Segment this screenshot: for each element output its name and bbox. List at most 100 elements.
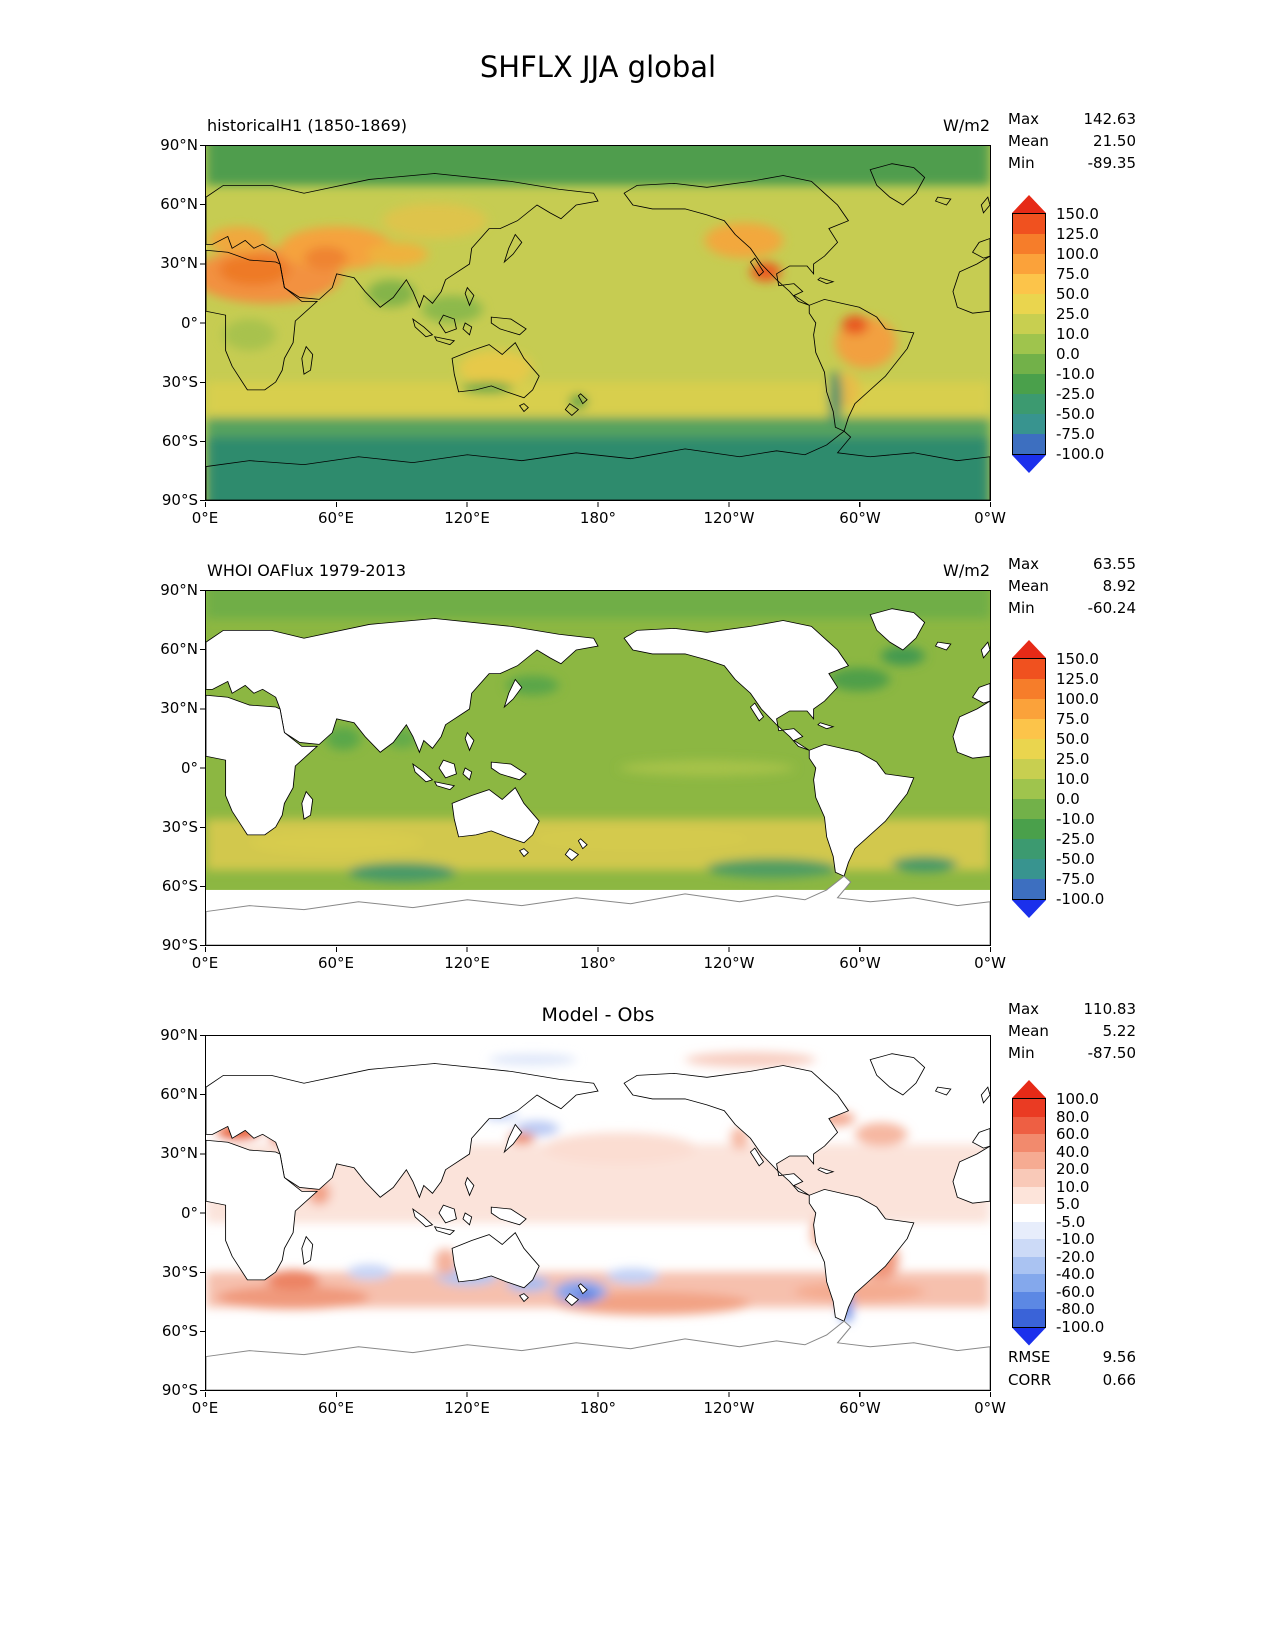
stat-row: CORR 0.66	[1008, 1369, 1136, 1392]
colorbar-cell	[1013, 799, 1045, 819]
colorbar-cells	[1012, 213, 1046, 455]
stat-value: 21.50	[1093, 132, 1136, 150]
stat-row: Min -60.24	[1008, 597, 1136, 619]
colorbar-cell	[1013, 334, 1045, 354]
y-tick-label: 60°N	[160, 195, 198, 213]
colorbar-tick-label: -75.0	[1056, 870, 1095, 888]
colorbar-tick-label: 125.0	[1056, 225, 1099, 243]
colorbar-tick-label: 0.0	[1056, 790, 1080, 808]
stat-label: RMSE	[1008, 1348, 1051, 1366]
colorbar-cell	[1013, 1186, 1045, 1204]
y-tick-label: 30°S	[161, 1263, 198, 1281]
colorbar-tick-label: 75.0	[1056, 265, 1090, 283]
y-tick-label: 60°S	[161, 877, 198, 895]
colorbar-tick-label: 25.0	[1056, 750, 1090, 768]
colorbar-tick-label: 10.0	[1056, 770, 1090, 788]
x-tick-label: 0°E	[191, 954, 219, 972]
diff-map-plot	[206, 1036, 990, 1390]
colorbar-cell	[1013, 1274, 1045, 1292]
colorbar-cell	[1013, 354, 1045, 374]
stat-row: Mean 8.92	[1008, 575, 1136, 597]
y-tick-label: 60°N	[160, 1085, 198, 1103]
x-tick-label: 120°E	[444, 509, 490, 527]
obs-map-plot	[206, 591, 990, 945]
x-tick-label: 0°W	[974, 509, 1006, 527]
panel2-x-ticks	[205, 947, 991, 952]
colorbar-tick-label: -100.0	[1056, 1317, 1105, 1336]
stat-value: 63.55	[1093, 555, 1136, 573]
stat-value: 8.92	[1102, 577, 1136, 595]
colorbar-cell	[1013, 1204, 1045, 1222]
y-tick-label: 0°	[180, 759, 198, 777]
colorbar-cell	[1013, 679, 1045, 699]
colorbar-tick-label: 25.0	[1056, 305, 1090, 323]
x-tick-label: 120°E	[444, 954, 490, 972]
colorbar-cell	[1013, 1116, 1045, 1134]
y-tick-label: 30°N	[160, 699, 198, 717]
colorbar-cell	[1013, 739, 1045, 759]
colorbar-cell	[1013, 719, 1045, 739]
x-tick-label: 120°W	[703, 1399, 755, 1417]
stat-value: 9.56	[1102, 1348, 1136, 1366]
colorbar-cell	[1013, 1169, 1045, 1187]
colorbar-arrow-up	[1012, 640, 1046, 658]
x-tick-label: 180°	[579, 954, 617, 972]
colorbar-tick-label: -100.0	[1056, 445, 1105, 463]
colorbar-tick-label: 0.0	[1056, 345, 1080, 363]
colorbar-tick-label: 50.0	[1056, 285, 1090, 303]
colorbar-cell	[1013, 1151, 1045, 1169]
colorbar-tick-label: -25.0	[1056, 830, 1095, 848]
model-map-plot	[206, 146, 990, 500]
panel1-map	[205, 145, 991, 501]
stat-label: Max	[1008, 555, 1040, 573]
stat-label: Min	[1008, 154, 1035, 172]
colorbar-tick-label: 100.0	[1056, 245, 1099, 263]
stat-value: -87.50	[1087, 1044, 1136, 1062]
y-tick-label: 90°S	[161, 936, 198, 954]
colorbar-tick-label: -100.0	[1056, 890, 1105, 908]
x-tick-label: 120°W	[703, 954, 755, 972]
colorbar-arrow-up	[1012, 1080, 1046, 1098]
y-tick-label: 90°S	[161, 491, 198, 509]
colorbar-cell	[1013, 234, 1045, 254]
stat-row: Mean 21.50	[1008, 130, 1136, 152]
colorbar-tick-label: 80.0	[1056, 1107, 1090, 1126]
colorbar-tick-label: 50.0	[1056, 730, 1090, 748]
colorbar-tick-label: 75.0	[1056, 710, 1090, 728]
panel3-stats: Max 110.83 Mean 5.22 Min -87.50	[1008, 998, 1136, 1064]
panel2-y-ticks	[200, 590, 205, 946]
colorbar-cell	[1013, 1099, 1045, 1117]
y-tick-label: 60°S	[161, 1322, 198, 1340]
colorbar-tick-label: 150.0	[1056, 650, 1099, 668]
colorbar-cell	[1013, 779, 1045, 799]
panel3-x-ticks	[205, 1392, 991, 1397]
stat-value: -89.35	[1087, 154, 1136, 172]
colorbar-tick-label: -50.0	[1056, 850, 1095, 868]
colorbar-tick-label: 60.0	[1056, 1125, 1090, 1143]
panel3-colorbar: 100.0 80.0 60.0 40.0 20.0 10.0 5.0 -5.0 …	[1012, 1080, 1104, 1346]
stat-row: Max 110.83	[1008, 998, 1136, 1020]
y-tick-label: 60°S	[161, 432, 198, 450]
stat-row: RMSE 9.56	[1008, 1346, 1136, 1369]
stat-value: 142.63	[1083, 110, 1137, 128]
colorbar-cell	[1013, 294, 1045, 314]
stat-value: 0.66	[1102, 1371, 1136, 1389]
colorbar-cell	[1013, 374, 1045, 394]
y-tick-label: 90°N	[160, 136, 198, 154]
stat-label: Mean	[1008, 132, 1049, 150]
x-tick-label: 120°W	[703, 509, 755, 527]
colorbar-tick-label: -5.0	[1056, 1212, 1086, 1231]
panel2-title: WHOI OAFlux 1979-2013	[207, 561, 407, 580]
x-tick-label: 180°	[579, 509, 617, 527]
stat-label: Mean	[1008, 577, 1049, 595]
colorbar-tick-label: 100.0	[1056, 1090, 1099, 1108]
colorbar-cells	[1012, 1098, 1046, 1328]
x-tick-label: 0°E	[191, 509, 219, 527]
colorbar-cell	[1013, 1291, 1045, 1309]
colorbar-tick-label: -25.0	[1056, 385, 1095, 403]
colorbar-tick-label: 150.0	[1056, 205, 1099, 223]
panel1-x-ticks	[205, 502, 991, 507]
panel3-title: Model - Obs	[541, 1004, 655, 1026]
panel3-map	[205, 1035, 991, 1391]
x-tick-label: 60°W	[839, 1399, 881, 1417]
